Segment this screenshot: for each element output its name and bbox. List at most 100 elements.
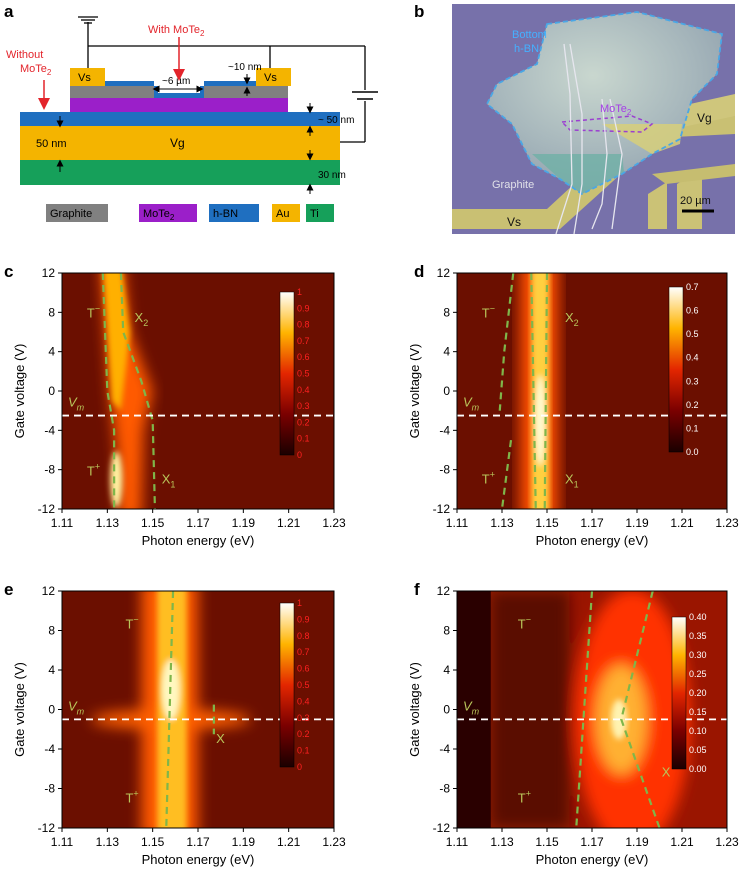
xtick-label: 1.19 xyxy=(625,835,649,849)
xtick-label: 1.19 xyxy=(232,516,256,530)
colorbar-tick: 0.6 xyxy=(297,664,310,674)
ytick-label: -12 xyxy=(38,502,56,516)
legend-swatch-0 xyxy=(46,204,108,222)
colorbar-tick: 0.5 xyxy=(297,369,310,379)
guide-dash-2 xyxy=(530,273,537,509)
vg-photo-label: Vg xyxy=(697,111,712,125)
colorbar-tick: 0.3 xyxy=(297,401,310,411)
xtick-label: 1.15 xyxy=(535,835,559,849)
gap-label: ~6 µm xyxy=(162,76,190,87)
colorbar xyxy=(668,286,684,453)
colorbar-tick: 0.8 xyxy=(297,631,310,641)
colorbar xyxy=(279,602,295,768)
xtick-label: 1.11 xyxy=(51,835,74,849)
bottom-hbn-label-1: Bottom xyxy=(512,29,547,41)
colorbar-tick: 0.5 xyxy=(686,329,699,339)
ytick-label: -4 xyxy=(439,742,450,756)
vs-contact-left xyxy=(70,68,105,86)
colorbar-tick: 0.05 xyxy=(689,745,707,755)
xtick-label: 1.19 xyxy=(232,835,256,849)
guide-dash-3 xyxy=(543,273,549,509)
colorbar-tick: 0.20 xyxy=(689,688,707,698)
peak-label-2: X xyxy=(662,765,671,780)
xtick-label: 1.13 xyxy=(490,516,514,530)
peak-label-0: T− xyxy=(482,303,495,320)
ytick-label: -8 xyxy=(44,463,55,477)
without-mote2-label-1: Without xyxy=(6,49,43,61)
colorbar-tick: 0.6 xyxy=(686,306,699,316)
colorbar-tick: 0.8 xyxy=(297,320,310,330)
xtick-label: 1.17 xyxy=(186,516,210,530)
colorbar-tick: 0.4 xyxy=(686,353,699,363)
colorbar-tick: 0.9 xyxy=(297,614,310,624)
peak-label-1: T+ xyxy=(518,788,531,805)
colorbar-tick: 0.3 xyxy=(297,713,310,723)
x-axis-label: Photon energy (eV) xyxy=(142,533,255,548)
peak-label-2: T+ xyxy=(482,469,495,486)
y-axis-label: Gate voltage (V) xyxy=(410,662,422,757)
ti-thickness-label: 30 nm xyxy=(318,170,346,181)
ytick-label: -4 xyxy=(44,742,55,756)
xtick-label: 1.11 xyxy=(51,516,74,530)
legend-label-0: Graphite xyxy=(50,208,92,220)
hbn-thickness-label: ~ 50 nm xyxy=(318,115,354,126)
ytick-label: -4 xyxy=(44,423,55,437)
graphite-photo-label: Graphite xyxy=(492,179,534,191)
y-axis-label: Gate voltage (V) xyxy=(12,662,27,757)
colorbar-tick: 0 xyxy=(297,450,302,460)
heatmap-panel-d: 1.11 1.13 1.15 1.17 1.19 1.21 1.23 12 8 4 0 -4 -8 -12… xyxy=(410,266,739,548)
colorbar-tick: 1 xyxy=(297,598,302,608)
panel-label-c: c xyxy=(4,262,14,281)
top-hbn-layer xyxy=(70,81,288,98)
colorbar xyxy=(279,291,295,456)
colorbar-tick: 0.2 xyxy=(297,417,310,427)
colorbar xyxy=(671,616,687,770)
legend-label-3: Au xyxy=(276,208,289,220)
colorbar-tick: 0.1 xyxy=(297,434,310,444)
ytick-label: -4 xyxy=(439,423,450,437)
bottom-hbn-label-2: h-BN xyxy=(514,43,539,55)
ytick-label: 12 xyxy=(437,584,451,598)
panel-label-a: a xyxy=(4,2,14,21)
legend-swatch-3 xyxy=(272,204,300,222)
xtick-label: 1.17 xyxy=(186,835,210,849)
xtick-label: 1.21 xyxy=(670,835,694,849)
ytick-label: 0 xyxy=(443,703,450,717)
legend-label-1: MoTe2 xyxy=(143,208,175,222)
heatmap-f xyxy=(457,591,727,828)
vm-label: Vm xyxy=(463,395,480,413)
ytick-label: 12 xyxy=(42,266,56,280)
xtick-label: 1.15 xyxy=(535,516,559,530)
colorbar-tick: 0 xyxy=(297,762,302,772)
xtick-label: 1.17 xyxy=(580,516,604,530)
y-axis-label: Gate voltage (V) xyxy=(410,344,422,439)
colorbar-tick: 0.4 xyxy=(297,385,310,395)
legend-swatch-4 xyxy=(306,204,334,222)
legend-label-4: Ti xyxy=(310,208,319,220)
ytick-label: 4 xyxy=(48,345,55,359)
panel-label-f: f xyxy=(414,580,420,599)
guide-dash-1 xyxy=(620,591,661,828)
au-thickness-label: 50 nm xyxy=(36,138,67,150)
x-axis-label: Photon energy (eV) xyxy=(536,852,649,867)
colorbar-tick: 0.15 xyxy=(689,707,707,717)
colorbar-tick: 0.2 xyxy=(686,400,699,410)
xtick-label: 1.21 xyxy=(277,516,301,530)
legend-swatch-2 xyxy=(209,204,259,222)
peak-label-0: T− xyxy=(518,615,531,632)
panel-label-e: e xyxy=(4,580,14,599)
peak-label-0: T− xyxy=(125,615,138,632)
xtick-label: 1.21 xyxy=(670,516,694,530)
material-legend: Graphite MoTe2 h-BN Au Ti xyxy=(46,204,334,222)
ytick-label: 8 xyxy=(443,624,450,638)
heatmap-panel-e: 1.11 1.13 1.15 1.17 1.19 1.21 1.23 12 8 4 0 -4 -8 -12… xyxy=(12,584,346,867)
ytick-label: -8 xyxy=(439,782,450,796)
peak-label-2: X xyxy=(216,731,225,746)
colorbar-tick: 0.1 xyxy=(686,423,699,433)
xtick-label: 1.19 xyxy=(625,516,649,530)
colorbar-tick: 0.5 xyxy=(297,680,310,690)
guide-dash-0 xyxy=(101,273,116,509)
ytick-label: -8 xyxy=(44,782,55,796)
peak-label-1: X2 xyxy=(565,310,579,328)
xtick-label: 1.23 xyxy=(322,835,346,849)
